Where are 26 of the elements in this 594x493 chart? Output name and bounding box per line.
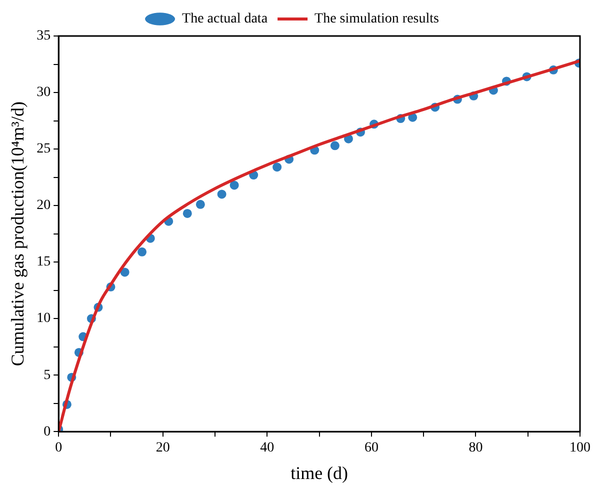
point <box>272 162 282 172</box>
y-tick-label: 25 <box>36 142 51 157</box>
y-tick-label: 0 <box>44 424 51 440</box>
point <box>330 141 340 150</box>
y-tick-label: 15 <box>36 254 51 270</box>
x-tick-label: 100 <box>570 440 590 456</box>
x-tick-label: 40 <box>260 440 274 456</box>
x-tick-label: 0 <box>55 440 62 456</box>
legend-label: The actual data <box>182 12 268 27</box>
y-tick-label: 5 <box>44 368 51 383</box>
x-axis-title: time (d) <box>290 462 348 483</box>
y-tick-label: 20 <box>36 198 51 214</box>
point <box>182 208 192 218</box>
x-tick-label: 80 <box>468 440 483 456</box>
legend-label: The simulation results <box>314 12 439 27</box>
y-tick-label: 35 <box>36 28 51 44</box>
point <box>120 268 130 277</box>
point <box>196 200 205 209</box>
point <box>230 180 239 190</box>
x-tick-label: 60 <box>364 440 378 456</box>
y-tick-label: 10 <box>36 311 51 326</box>
x-tick-label: 20 <box>156 440 170 456</box>
y-axis-title: Cumulative gas production(10⁴m³/d) <box>8 101 28 366</box>
y-tick-label: 30 <box>36 85 51 100</box>
point <box>217 190 226 199</box>
point <box>138 247 147 256</box>
